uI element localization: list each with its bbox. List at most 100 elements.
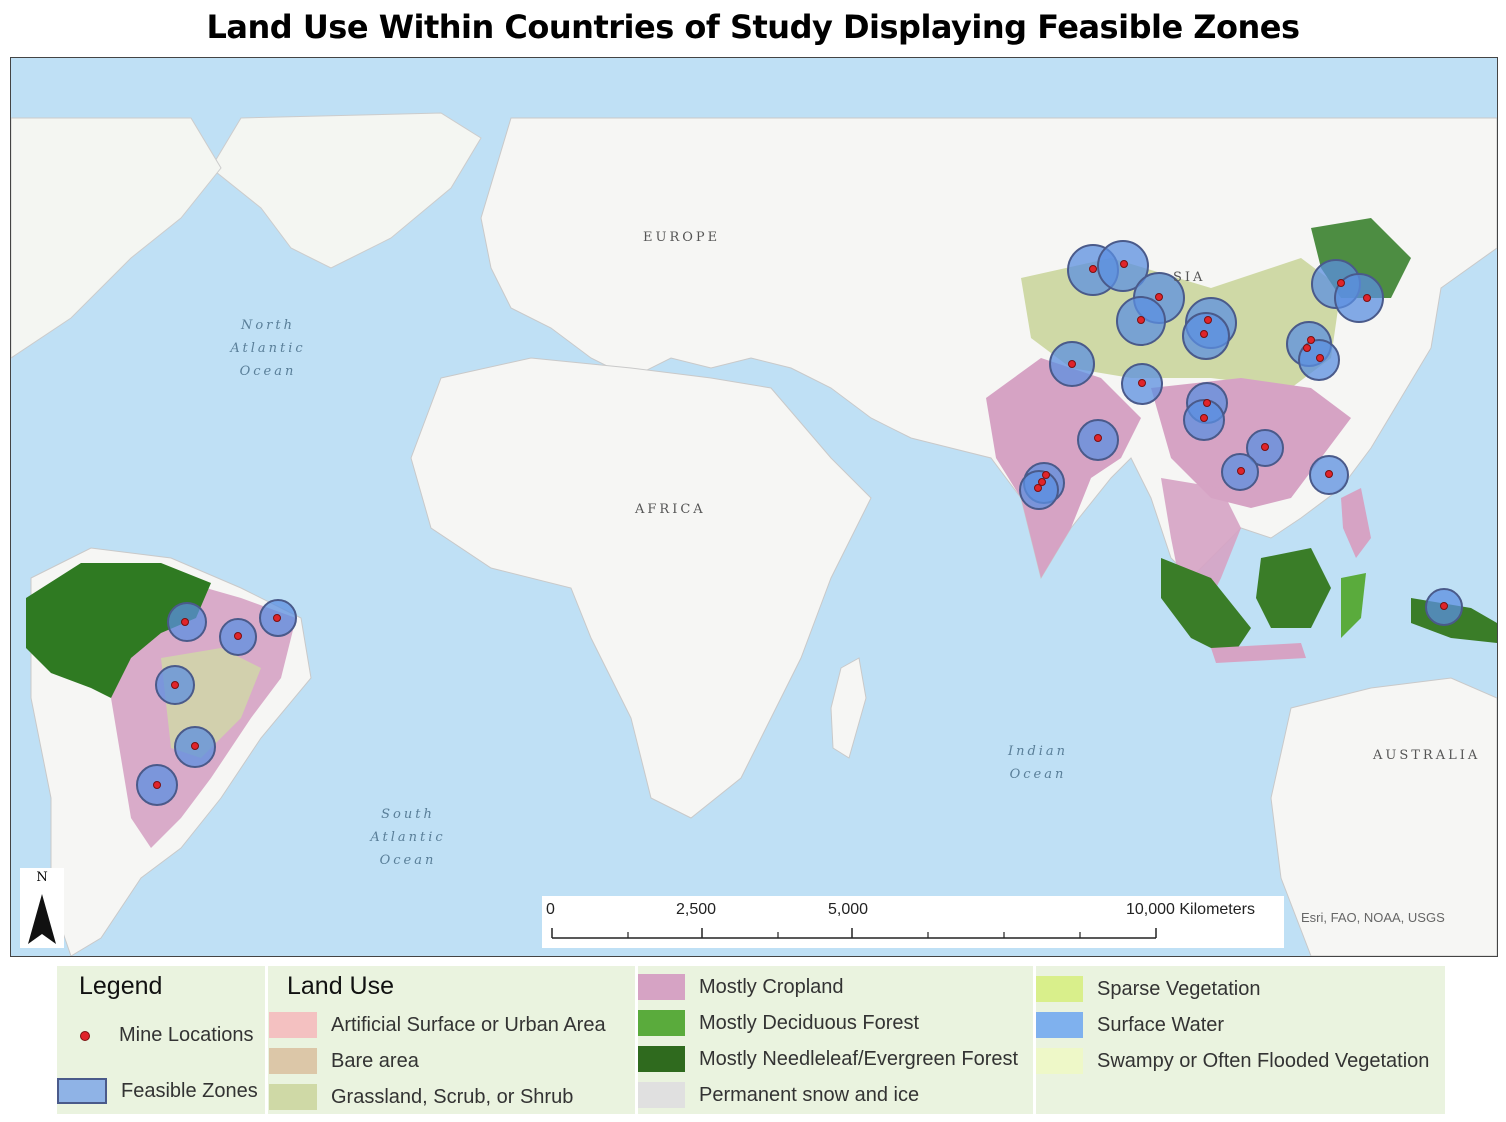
mine-location [234,632,242,640]
land-use-item: Bare area [269,1048,419,1074]
scale-bar-ruler [551,928,1157,939]
land-use-swatch [269,1048,317,1074]
map-view[interactable]: EUROPE AFRICA AUSTRALIA SIA North Atlant… [10,57,1498,957]
legend-divider [265,966,268,1114]
legend-item-mine-locations: Mine Locations [77,1024,254,1047]
feasible-zone [1334,273,1384,323]
land-use-label: Bare area [331,1049,419,1072]
legend-label-mine-locations: Mine Locations [119,1024,254,1046]
land-use-item: Swampy or Often Flooded Vegetation [1035,1048,1429,1074]
north-arrow-label: N [36,870,48,885]
landuse-philippines [1341,488,1371,558]
mine-location [1325,470,1333,478]
mine-location [1307,336,1315,344]
land-use-swatch [637,1010,685,1036]
mine-location [1200,414,1208,422]
continent-label-europe: EUROPE [643,230,721,245]
land-use-item: Artificial Surface or Urban Area [269,1012,606,1038]
land-use-swatch [1035,1012,1083,1038]
continent-label-africa: AFRICA [635,502,706,517]
legend-divider [1033,966,1036,1114]
land-use-label: Swampy or Often Flooded Vegetation [1097,1049,1430,1072]
landuse-indonesia-forest [1161,558,1251,658]
mine-location [1261,443,1269,451]
land-use-swatch [1035,1048,1083,1074]
mine-location-icon [80,1030,90,1041]
scale-label-10000: 10,000 Kilometers [1126,901,1255,918]
landmass-madagascar [830,657,867,759]
mine-location [1155,293,1163,301]
land-use-label: Mostly Deciduous Forest [699,1011,920,1034]
scale-bar: 0 2,500 5,000 10,000 Kilometers [542,896,1284,948]
land-use-label: Surface Water [1097,1013,1225,1036]
mine-location [1120,260,1128,268]
map-attribution: Esri, FAO, NOAA, USGS [1301,910,1445,925]
land-use-swatch [637,1046,685,1072]
mine-location [1316,354,1324,362]
land-use-item: Mostly Needleleaf/Evergreen Forest [637,1046,1018,1072]
landmass-north-america [11,117,222,359]
land-use-label: Sparse Vegetation [1097,977,1261,1000]
land-use-swatch [269,1084,317,1110]
continent-label-australia: AUSTRALIA [1373,748,1481,763]
landuse-brazil-forest [26,563,211,698]
land-use-item: Mostly Cropland [637,974,844,1000]
mine-location [1204,316,1212,324]
mine-location [191,742,199,750]
mine-location [1200,330,1208,338]
north-arrow-icon [28,894,56,944]
mine-location [1337,279,1345,287]
mine-location [1137,316,1145,324]
legend-divider [635,966,638,1114]
land-use-label: Mostly Cropland [699,975,844,998]
landuse-borneo-forest [1256,548,1331,628]
landmass-greenland [210,112,482,269]
legend-item-feasible-zones: Feasible Zones [57,1078,258,1104]
mine-location [1089,265,1097,273]
continent-label-asia: SIA [1173,270,1206,285]
mine-location [273,614,281,622]
feasible-zone-swatch [57,1078,107,1104]
mine-location [1068,360,1076,368]
land-use-swatch [269,1012,317,1038]
land-use-label: Artificial Surface or Urban Area [331,1013,606,1036]
scale-label-5000: 5,000 [828,901,869,918]
land-use-heading: Land Use [287,972,395,1000]
land-use-swatch [637,974,685,1000]
land-use-label: Grassland, Scrub, or Shrub [331,1085,574,1108]
mine-location [181,618,189,626]
mine-location [1042,471,1050,479]
north-arrow: N [20,868,64,948]
ocean-label-indian: Indian Ocean [1007,744,1069,782]
landuse-sulawesi [1341,573,1366,638]
mine-location [1440,602,1448,610]
mine-location [1303,344,1311,352]
ocean-label-north-atlantic: North Atlantic Ocean [230,318,306,379]
legend-panel: Legend Mine Locations Feasible Zones Lan… [57,966,1445,1114]
land-use-item: Sparse Vegetation [1035,976,1260,1002]
land-use-item: Grassland, Scrub, or Shrub [269,1084,573,1110]
land-use-label: Mostly Needleleaf/Evergreen Forest [699,1047,1019,1070]
scale-label-0: 0 [546,901,555,918]
mine-location [1094,434,1102,442]
mine-location [1363,294,1371,302]
mine-location [1203,399,1211,407]
basemap [11,58,1497,956]
landuse-java [1211,643,1306,663]
land-use-item: Mostly Deciduous Forest [637,1010,919,1036]
legend-heading: Legend [79,972,163,1000]
map-title: Land Use Within Countries of Study Displ… [206,8,1301,46]
ocean-label-south-atlantic: South Atlantic Ocean [370,807,446,868]
mine-location [1038,478,1046,486]
landmass-africa [410,357,872,819]
mine-locations [153,260,1448,789]
mine-location [1034,484,1042,492]
mine-location [1237,467,1245,475]
land-use-item: Permanent snow and ice [637,1082,919,1108]
land-use-item: Surface Water [1035,1012,1224,1038]
mine-location [171,681,179,689]
landmass-australia [1270,677,1497,956]
landuse-india-cropland [986,358,1141,578]
scale-label-2500: 2,500 [676,901,717,918]
mine-location [153,781,161,789]
